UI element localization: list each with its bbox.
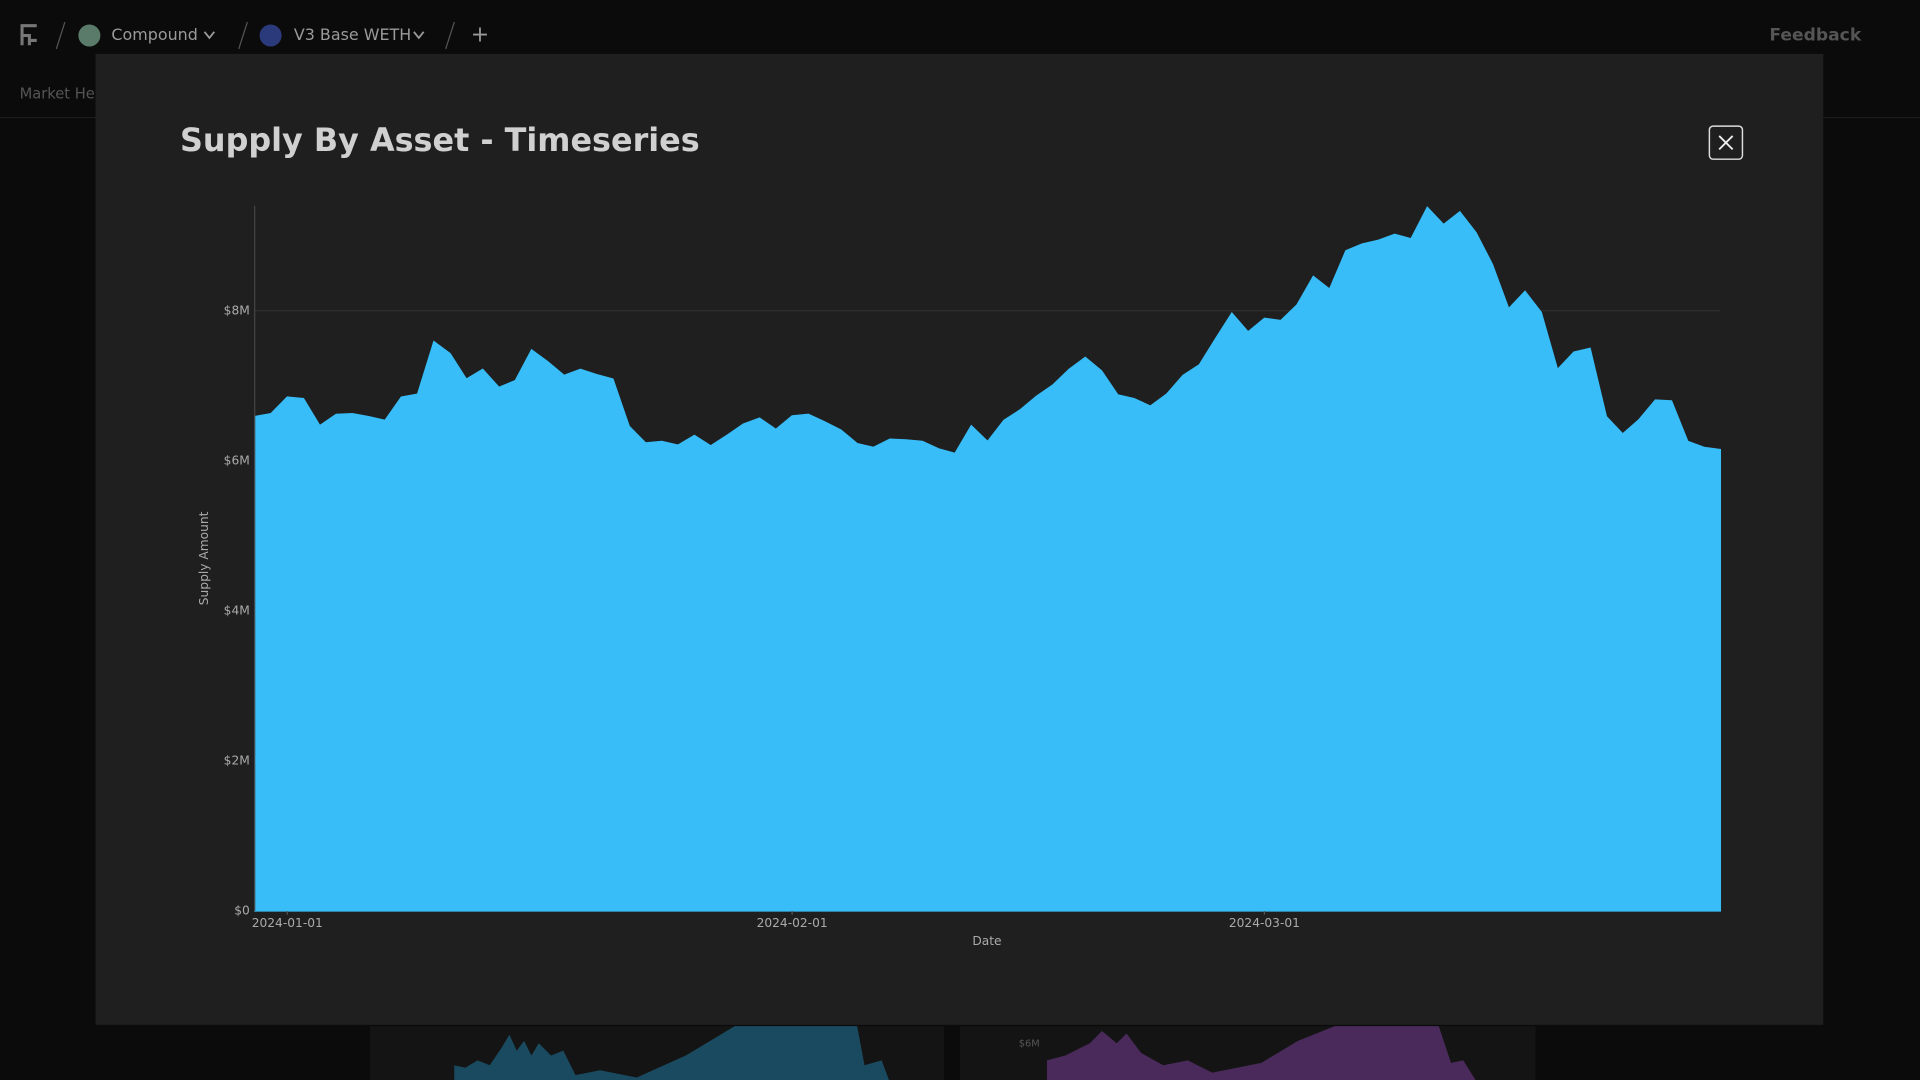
feedback-button[interactable]: Feedback	[1769, 26, 1861, 46]
x-tick-label: 2024-02-01	[757, 916, 828, 930]
x-tick-label: 2024-01-01	[252, 916, 323, 930]
project-icon	[78, 24, 101, 47]
y-tick-label: $2M	[224, 753, 250, 767]
market-icon	[259, 24, 282, 47]
modal-title: Supply By Asset - Timeseries	[180, 121, 700, 159]
logo-mark	[20, 24, 37, 46]
separator	[238, 21, 248, 50]
chevron[interactable]	[413, 31, 425, 40]
y-tick-label: $0	[234, 904, 250, 918]
close-button[interactable]	[1708, 125, 1744, 160]
y-axis-label: Supply Amount	[197, 511, 211, 605]
market-selector[interactable]: V3 Base WETH	[294, 25, 411, 44]
logo[interactable]	[20, 24, 37, 46]
chevron[interactable]	[203, 31, 216, 40]
x-tick-label: 2024-03-01	[1229, 916, 1300, 930]
x-axis-label: Date	[972, 934, 1001, 948]
separator	[55, 21, 66, 50]
close-icon	[1718, 135, 1734, 151]
tab[interactable]: Market Hea	[20, 85, 104, 102]
background-area	[454, 1026, 889, 1080]
area	[254, 206, 1722, 912]
close-frame	[1708, 125, 1744, 160]
y-tick-label: $4M	[224, 603, 250, 617]
background-tick: $6M	[1019, 1038, 1040, 1049]
add-button[interactable]: +	[471, 23, 489, 48]
separator	[445, 21, 455, 50]
project-selector[interactable]: Compound	[111, 25, 197, 44]
y-tick-label: $8M	[224, 303, 250, 317]
background-area	[1046, 1026, 1476, 1080]
y-tick-label: $6M	[224, 453, 250, 467]
